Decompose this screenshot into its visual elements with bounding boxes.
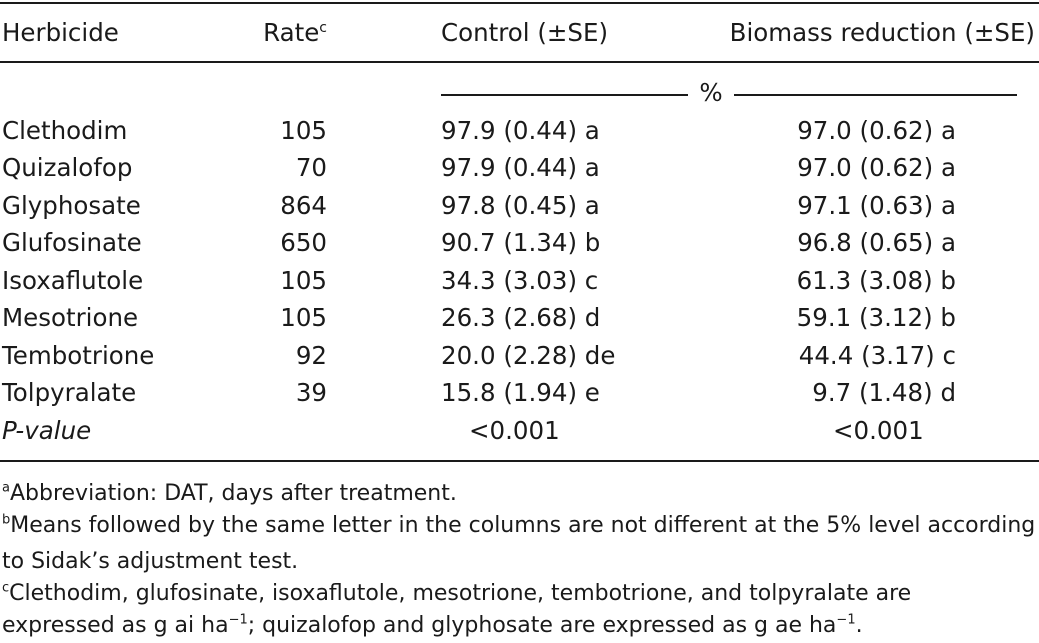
header-rate: Ratec	[263, 18, 327, 48]
row-herbicide: Isoxaflutole	[2, 266, 144, 295]
row-rate: 92	[295, 341, 327, 370]
row-rate: 105	[280, 266, 327, 295]
top-rule	[0, 2, 1039, 4]
unit-dash-right	[734, 94, 1017, 96]
header-control: Control (±SE)	[441, 18, 609, 47]
unit-dash-left	[441, 94, 688, 96]
footnote-b: bMeans followed by the same letter in th…	[2, 510, 1035, 541]
footnote-text: Abbreviation: DAT, days after treatment.	[9, 481, 457, 506]
row-biomass: 61.3 (3.08) b	[796, 266, 956, 295]
header-herbicide: Herbicide	[2, 18, 119, 47]
header-biomass: Biomass reduction (±SE)	[729, 18, 1035, 47]
row-herbicide: Tolpyralate	[2, 378, 137, 407]
row-rate: 650	[280, 228, 327, 257]
footnote-b-continued: to Sidak’s adjustment test.	[2, 549, 299, 574]
footnote-a: aAbbreviation: DAT, days after treatment…	[2, 478, 457, 509]
footnote-mark: c	[2, 580, 10, 596]
p-value-biomass: <0.001	[833, 416, 924, 445]
header-rate-footnote-mark: c	[319, 19, 327, 36]
row-biomass: 96.8 (0.65) a	[797, 228, 956, 257]
p-value-control: <0.001	[469, 416, 560, 445]
row-control: 20.0 (2.28) de	[441, 341, 616, 370]
row-control: 97.9 (0.44) a	[441, 116, 600, 145]
bottom-rule	[0, 460, 1039, 462]
row-herbicide: Clethodim	[2, 116, 128, 145]
unit-label: %	[699, 78, 723, 107]
row-rate: 70	[295, 153, 327, 182]
footnote-text: expressed as g ai ha	[2, 613, 229, 638]
header-rule	[0, 61, 1039, 63]
footnote-text: Clethodim, glufosinate, isoxaflutole, me…	[9, 581, 912, 606]
row-biomass: 9.7 (1.48) d	[812, 378, 956, 407]
row-rate: 864	[280, 191, 327, 220]
unit-row: %	[441, 78, 1017, 108]
row-biomass: 97.0 (0.62) a	[797, 116, 956, 145]
row-control: 90.7 (1.34) b	[441, 228, 601, 257]
superscript-exponent: −1	[836, 612, 856, 628]
row-biomass: 59.1 (3.12) b	[796, 303, 956, 332]
row-biomass: 44.4 (3.17) c	[798, 341, 956, 370]
row-biomass: 97.0 (0.62) a	[797, 153, 956, 182]
row-control: 97.8 (0.45) a	[441, 191, 600, 220]
row-rate: 105	[280, 303, 327, 332]
row-biomass: 97.1 (0.63) a	[797, 191, 956, 220]
row-control: 15.8 (1.94) e	[441, 378, 600, 407]
row-herbicide: Quizalofop	[2, 153, 133, 182]
header-rate-label: Rate	[263, 18, 320, 47]
footnote-c-continued: expressed as g ai ha−1; quizalofop and g…	[2, 610, 863, 641]
footnote-mark: a	[2, 480, 10, 496]
footnote-mark: b	[2, 512, 11, 528]
p-value-label: P-value	[2, 416, 92, 445]
row-herbicide: Glyphosate	[2, 191, 141, 220]
row-control: 97.9 (0.44) a	[441, 153, 600, 182]
row-control: 34.3 (3.03) c	[441, 266, 599, 295]
row-herbicide: Mesotrione	[2, 303, 139, 332]
footnote-text: Means followed by the same letter in the…	[10, 513, 1036, 538]
row-herbicide: Tembotrione	[2, 341, 155, 370]
row-rate: 105	[280, 116, 327, 145]
superscript-exponent: −1	[228, 612, 248, 628]
row-rate: 39	[295, 378, 327, 407]
footnote-c: cClethodim, glufosinate, isoxaflutole, m…	[2, 578, 911, 609]
row-control: 26.3 (2.68) d	[441, 303, 601, 332]
footnote-text: ; quizalofop and glyphosate are expresse…	[247, 613, 837, 638]
row-herbicide: Glufosinate	[2, 228, 142, 257]
footnote-text: .	[855, 613, 863, 638]
